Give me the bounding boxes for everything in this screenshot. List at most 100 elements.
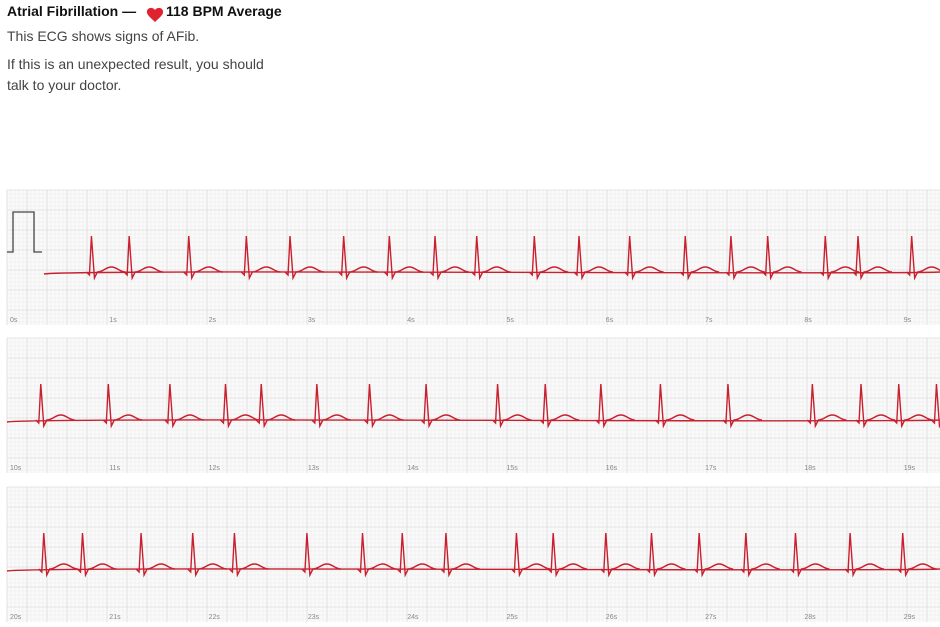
qrs-complex: [164, 383, 204, 429]
qrs-complex: [740, 532, 780, 578]
qrs-complex: [440, 532, 480, 578]
message: This ECG shows signs of AFib.: [7, 28, 199, 44]
time-label: 26s: [606, 614, 618, 621]
time-label: 25s: [507, 614, 519, 621]
qrs-complex: [301, 532, 341, 578]
baseline: [43, 271, 940, 275]
strip-bg: [7, 190, 940, 325]
time-label: 3s: [308, 317, 316, 324]
qrs-complex: [183, 235, 223, 281]
qrs-complex: [510, 532, 551, 578]
qrs-complex: [595, 383, 635, 429]
strip-bg: [7, 338, 940, 473]
qrs-complex: [852, 235, 893, 281]
title: Atrial Fibrillation —: [7, 3, 136, 19]
ecg-strip: 20s 21s 22s 23s 24s 25s 26s 27s 28s 29s: [6, 486, 940, 622]
qrs-complex: [654, 383, 695, 429]
qrs-complex: [725, 235, 765, 281]
time-label: 11s: [109, 465, 120, 472]
qrs-complex: [123, 235, 164, 281]
qrs-complex: [396, 532, 437, 578]
qrs-complex: [573, 235, 614, 281]
message: talk to your doctor.: [7, 77, 121, 93]
calibration-pulse: [7, 211, 42, 253]
qrs-complex: [76, 532, 117, 578]
strip-bg: [7, 487, 940, 622]
qrs-complex: [420, 383, 461, 429]
bpm: 118 BPM Average: [166, 3, 282, 19]
qrs-complex: [806, 383, 847, 429]
qrs-complex: [855, 383, 896, 429]
baseline: [6, 419, 940, 423]
qrs-complex: [228, 532, 269, 578]
qrs-complex: [255, 383, 296, 429]
qrs-complex: [906, 235, 940, 281]
qrs-complex: [363, 383, 404, 429]
qrs-complex: [383, 235, 424, 281]
time-label: 20s: [10, 614, 22, 621]
qrs-complex: [311, 383, 351, 429]
qrs-complex: [187, 532, 227, 578]
time-label: 0s: [10, 317, 18, 324]
time-label: 18s: [804, 465, 816, 472]
ecg-strip: 0s 1s 2s 3s 4s 5s 6s 7s 8s 9s: [6, 189, 940, 325]
qrs-complex: [528, 235, 569, 281]
qrs-complex: [679, 235, 720, 281]
qrs-complex: [762, 235, 802, 281]
time-label: 4s: [407, 317, 415, 324]
ecg-strip: 10s 11s 12s 13s 14s 15s 16s 17s 18s 19s: [6, 337, 940, 473]
qrs-complex: [492, 383, 532, 429]
qrs-complex: [893, 383, 933, 429]
time-label: 14s: [407, 465, 419, 472]
qrs-complex: [240, 235, 281, 281]
time-label: 9s: [904, 317, 912, 324]
qrs-complex: [338, 235, 378, 281]
qrs-complex: [693, 532, 734, 578]
qrs-complex: [35, 383, 75, 429]
time-label: 19s: [904, 465, 916, 472]
time-label: 24s: [407, 614, 419, 621]
qrs-complex: [819, 235, 860, 281]
qrs-complex: [539, 383, 580, 429]
qrs-complex: [85, 235, 126, 281]
time-label: 8s: [804, 317, 812, 324]
time-label: 28s: [804, 614, 816, 621]
qrs-complex: [38, 532, 78, 578]
qrs-complex: [844, 532, 885, 578]
heart-icon: [146, 7, 164, 22]
qrs-complex: [429, 235, 470, 281]
qrs-complex: [624, 235, 664, 281]
qrs-complex: [547, 532, 588, 578]
qrs-complex: [219, 383, 260, 429]
time-label: 2s: [209, 317, 217, 324]
qrs-complex: [789, 532, 830, 578]
time-label: 6s: [606, 317, 614, 324]
time-label: 16s: [606, 465, 618, 472]
message: If this is an unexpected result, you sho…: [7, 56, 264, 72]
qrs-complex: [897, 532, 937, 578]
time-label: 15s: [507, 465, 519, 472]
time-label: 5s: [507, 317, 515, 324]
baseline: [6, 568, 940, 572]
ecg-strips: 0s 1s 2s 3s 4s 5s 6s 7s 8s 9s 10s 11s 12s 13s 14s 15s 16…: [6, 189, 940, 622]
qrs-complex: [600, 532, 640, 578]
qrs-complex: [357, 532, 397, 578]
time-label: 23s: [308, 614, 320, 621]
qrs-complex: [102, 383, 143, 429]
time-label: 10s: [10, 465, 22, 472]
time-label: 7s: [705, 317, 713, 324]
time-label: 1s: [109, 317, 117, 324]
qrs-complex: [284, 235, 325, 281]
qrs-complex: [722, 383, 762, 429]
time-label: 29s: [904, 614, 916, 621]
time-label: 12s: [209, 465, 221, 472]
qrs-complex: [135, 532, 176, 578]
qrs-complex: [645, 532, 686, 578]
time-label: 27s: [705, 614, 717, 621]
time-label: 22s: [209, 614, 221, 621]
time-label: 13s: [308, 465, 320, 472]
time-label: 17s: [705, 465, 717, 472]
qrs-complex: [471, 235, 511, 281]
